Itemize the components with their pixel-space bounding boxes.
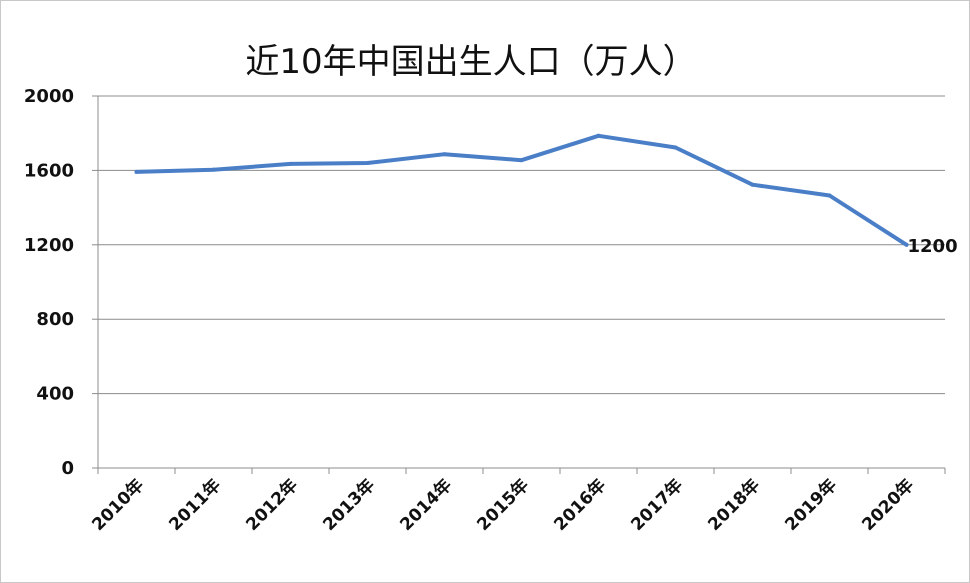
data-point bbox=[519, 158, 524, 163]
x-tick-label: 2017年 bbox=[627, 475, 687, 535]
x-tick-label: 2015年 bbox=[473, 475, 533, 535]
x-tick-label: 2013年 bbox=[319, 475, 379, 535]
x-tick-label: 2018年 bbox=[704, 475, 764, 535]
data-point bbox=[750, 182, 755, 187]
gridlines bbox=[98, 95, 945, 395]
x-tick-label: 2019年 bbox=[781, 475, 841, 535]
y-tick-label: 1600 bbox=[24, 160, 74, 181]
data-point bbox=[442, 152, 447, 157]
data-labels: 1200 bbox=[908, 236, 958, 257]
x-tick-label: 2020年 bbox=[858, 475, 918, 535]
x-tick-label: 2016年 bbox=[550, 475, 610, 535]
data-point bbox=[827, 193, 832, 198]
x-tick-label: 2011年 bbox=[165, 475, 225, 535]
x-axis-ticks: 2010年 2011年 2012年 2013年 2014年 2015年 2016年 2017年… bbox=[88, 475, 918, 535]
data-point bbox=[673, 145, 678, 150]
chart-title: 近10年中国出生人口（万人） bbox=[245, 42, 696, 82]
series-layer bbox=[134, 133, 909, 247]
x-tick-label: 2014年 bbox=[396, 475, 456, 535]
data-point bbox=[134, 169, 139, 174]
data-point bbox=[288, 161, 293, 166]
data-label: 1200 bbox=[908, 236, 958, 257]
data-point bbox=[211, 167, 216, 172]
y-axis-ticks: 0 400 800 1200 1600 2000 bbox=[24, 86, 74, 479]
x-tick-label: 2010年 bbox=[88, 475, 148, 535]
y-tick-label: 1200 bbox=[24, 235, 74, 256]
data-point bbox=[365, 160, 370, 165]
data-point bbox=[904, 242, 909, 247]
axes bbox=[92, 95, 946, 474]
y-tick-label: 2000 bbox=[24, 86, 74, 107]
series-line bbox=[134, 133, 909, 247]
data-point bbox=[596, 133, 601, 138]
y-tick-label: 0 bbox=[61, 458, 74, 479]
y-tick-label: 800 bbox=[36, 309, 74, 330]
y-tick-label: 400 bbox=[36, 384, 74, 405]
x-tick-label: 2012年 bbox=[242, 475, 302, 535]
